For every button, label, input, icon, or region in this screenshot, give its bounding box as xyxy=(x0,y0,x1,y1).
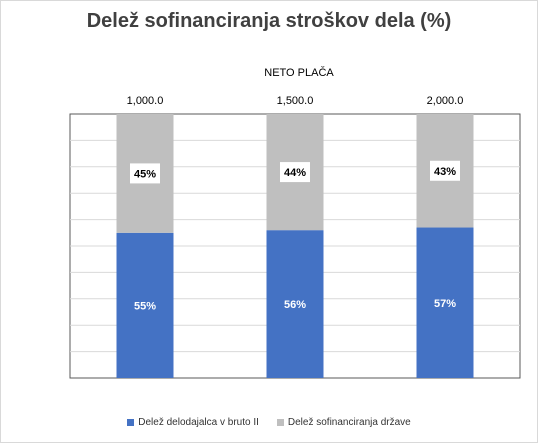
chart-legend: Delež delodajalca v bruto II Delež sofin… xyxy=(0,417,538,428)
data-label-employer: 56% xyxy=(284,299,306,311)
legend-item-state: Delež sofinanciranja države xyxy=(276,417,411,428)
bar-employer-share xyxy=(116,232,174,378)
category-tick-label: 1,500.0 xyxy=(277,95,314,107)
data-label-state: 43% xyxy=(434,166,456,178)
legend-swatch-state xyxy=(276,419,284,426)
data-label-box xyxy=(430,160,460,181)
legend-swatch-employer xyxy=(127,419,135,426)
category-tick-label: 2,000.0 xyxy=(427,95,464,107)
chart-title: Delež sofinanciranja stroškov dela (%) xyxy=(86,10,452,32)
chart-subtitle: NETO PLAČA xyxy=(264,67,334,79)
legend-label-employer: Delež delodajalca v bruto II xyxy=(138,417,259,428)
bar-employer-share xyxy=(416,227,474,378)
legend-label-state: Delež sofinanciranja države xyxy=(287,417,411,428)
legend-item-employer: Delež delodajalca v bruto II xyxy=(127,417,259,428)
data-label-box xyxy=(280,162,310,183)
data-label-box xyxy=(130,163,160,184)
bar-employer-share xyxy=(266,230,324,378)
data-label-employer: 55% xyxy=(134,300,156,312)
data-label-state: 44% xyxy=(284,167,306,179)
data-label-employer: 57% xyxy=(434,298,456,310)
data-label-state: 45% xyxy=(134,168,156,180)
category-tick-label: 1,000.0 xyxy=(127,95,164,107)
